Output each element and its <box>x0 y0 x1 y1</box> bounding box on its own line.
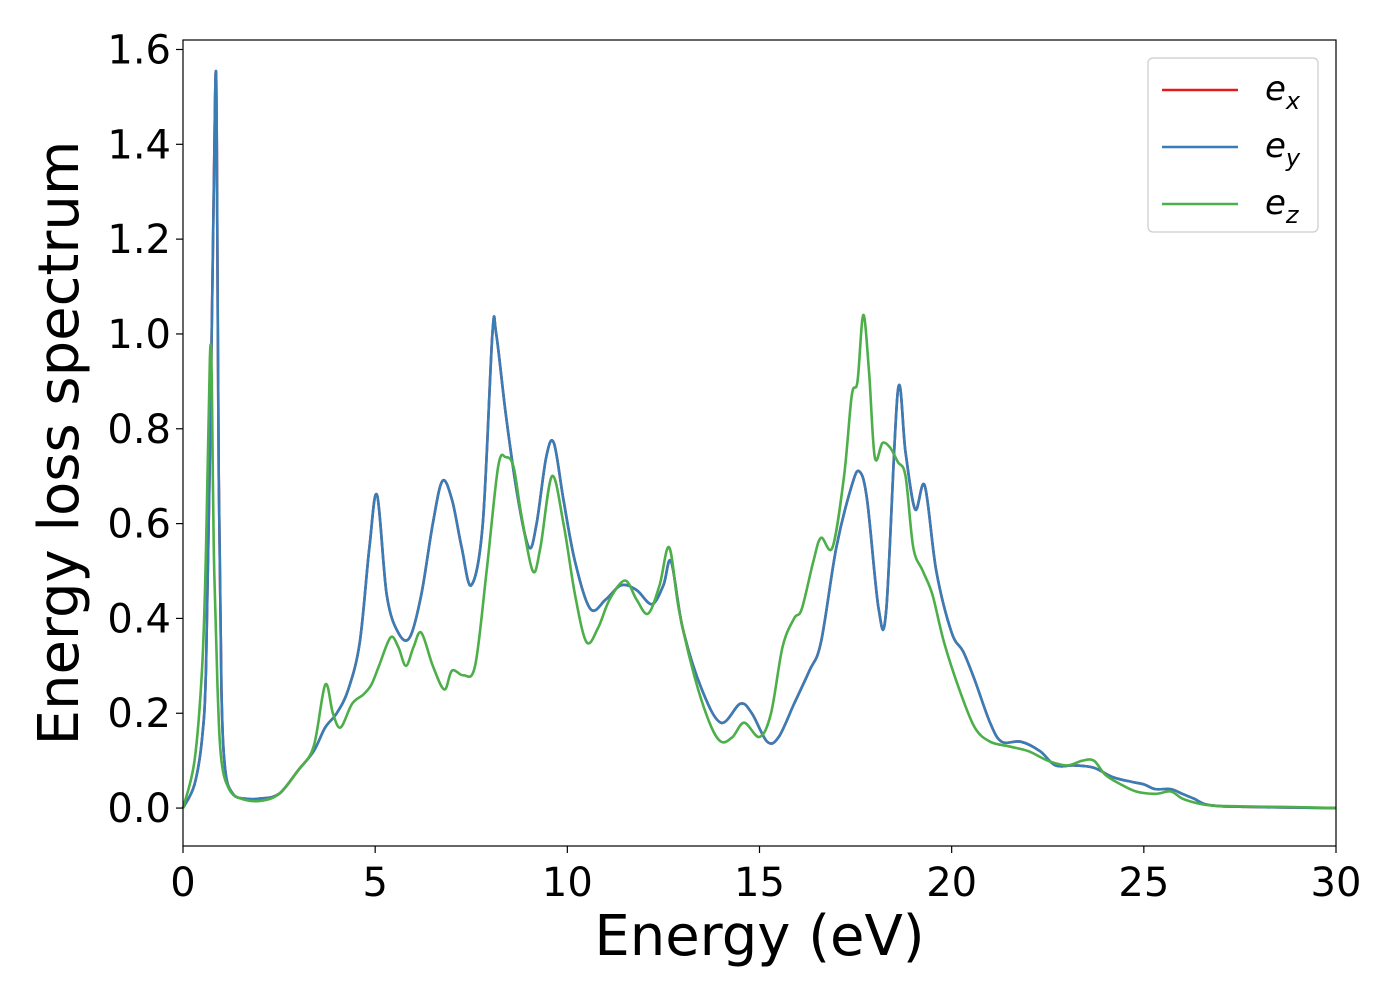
x-tick-label: 25 <box>1118 860 1169 906</box>
y-tick-label: 1.0 <box>107 312 171 358</box>
x-axis-title: Energy (eV) <box>594 904 924 969</box>
x-tick-label: 20 <box>926 860 977 906</box>
y-tick-label: 1.4 <box>107 122 171 168</box>
legend-box <box>1147 57 1319 233</box>
x-axis-ticks: 0 5 10 15 20 25 30 <box>170 846 1361 906</box>
y-tick-label: 1.6 <box>107 27 171 73</box>
x-tick-label: 0 <box>170 860 195 906</box>
y-tick-label: 1.2 <box>107 217 171 263</box>
series-line-e-z <box>181 313 1337 810</box>
x-tick-label: 30 <box>1311 860 1362 906</box>
x-tick-label: 15 <box>734 860 785 906</box>
y-tick-label: 0.2 <box>107 691 171 737</box>
y-tick-label: 0.0 <box>107 786 171 832</box>
y-tick-label: 0.6 <box>107 502 171 548</box>
series-layer <box>181 69 1337 810</box>
y-tick-label: 0.4 <box>107 596 171 642</box>
x-tick-label: 5 <box>362 860 387 906</box>
y-axis-title: Energy loss spectrum <box>27 141 92 746</box>
legend-label-e-x: ex <box>1265 69 1301 115</box>
x-tick-label: 10 <box>542 860 593 906</box>
y-axis-ticks: 0.0 0.2 0.4 0.6 0.8 1.0 1.2 1.4 1.6 <box>107 27 183 832</box>
y-tick-label: 0.8 <box>107 407 171 453</box>
